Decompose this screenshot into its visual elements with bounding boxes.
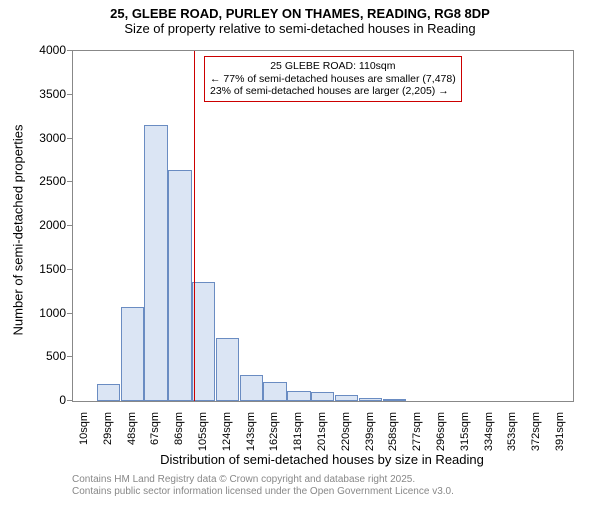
xtick-label: 258sqm [387,412,399,462]
chart-container: { "title": "25, GLEBE ROAD, PURLEY ON TH… [0,6,600,506]
histogram-bar [335,395,358,401]
xtick-label: 353sqm [506,412,518,462]
xtick-label: 296sqm [435,412,447,462]
xtick-label: 372sqm [530,412,542,462]
plot-area [72,50,574,402]
annotation-title: 25 GLEBE ROAD: 110sqm [210,60,456,73]
xtick-label: 201sqm [316,412,328,462]
ytick-label: 2000 [28,218,66,232]
chart-subtitle: Size of property relative to semi-detach… [0,21,600,36]
xtick-label: 315sqm [459,412,471,462]
histogram-bar [359,398,382,402]
chart-title: 25, GLEBE ROAD, PURLEY ON THAMES, READIN… [0,6,600,21]
xtick-label: 124sqm [221,412,233,462]
histogram-bar [383,399,406,401]
histogram-bar [216,338,239,401]
xtick-label: 86sqm [173,412,185,462]
ytick-label: 3000 [28,131,66,145]
xtick-label: 334sqm [483,412,495,462]
footer-text: Contains HM Land Registry data © Crown c… [72,474,454,498]
annotation-box: 25 GLEBE ROAD: 110sqm ← 77% of semi-deta… [204,56,462,102]
xtick-label: 67sqm [149,412,161,462]
xtick-label: 220sqm [340,412,352,462]
histogram-bar [287,391,310,402]
y-axis-label: Number of semi-detached properties [11,116,26,336]
ytick-label: 1500 [28,262,66,276]
annotation-line2: 23% of semi-detached houses are larger (… [210,85,456,98]
ytick-mark [67,50,72,51]
xtick-label: 162sqm [268,412,280,462]
xtick-label: 181sqm [292,412,304,462]
ytick-mark [67,400,72,401]
ytick-mark [67,269,72,270]
histogram-bar [121,307,144,402]
xtick-label: 239sqm [364,412,376,462]
ytick-label: 0 [28,393,66,407]
ytick-label: 500 [28,349,66,363]
xtick-label: 105sqm [197,412,209,462]
histogram-bar [192,282,215,401]
histogram-bar [97,384,120,401]
histogram-bar [144,125,167,402]
ytick-mark [67,94,72,95]
xtick-label: 391sqm [554,412,566,462]
histogram-bar [240,375,263,401]
xtick-label: 10sqm [78,412,90,462]
xtick-label: 29sqm [102,412,114,462]
ytick-mark [67,356,72,357]
xtick-label: 277sqm [411,412,423,462]
ytick-mark [67,181,72,182]
ytick-label: 4000 [28,43,66,57]
histogram-bar [311,392,334,401]
ytick-mark [67,313,72,314]
histogram-bar [168,170,191,401]
ytick-label: 3500 [28,87,66,101]
footer-line1: Contains HM Land Registry data © Crown c… [72,474,454,486]
ytick-mark [67,138,72,139]
ytick-label: 1000 [28,306,66,320]
histogram-bar [263,382,286,401]
footer-line2: Contains public sector information licen… [72,486,454,498]
ytick-mark [67,225,72,226]
xtick-label: 143sqm [245,412,257,462]
ytick-label: 2500 [28,174,66,188]
xtick-label: 48sqm [126,412,138,462]
annotation-line1: ← 77% of semi-detached houses are smalle… [210,73,456,86]
reference-line [194,51,195,401]
